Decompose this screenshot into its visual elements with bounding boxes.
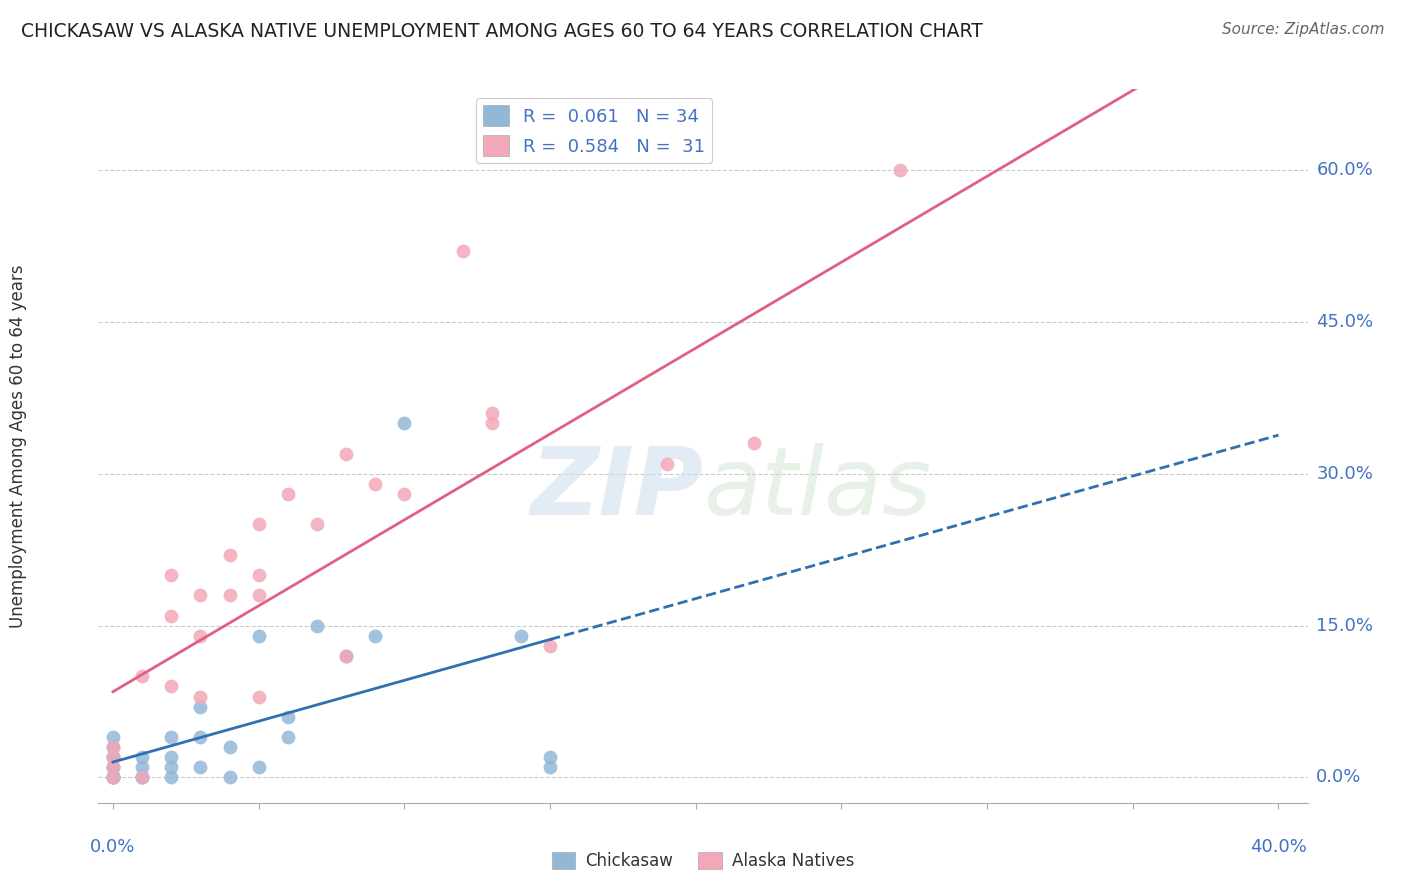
Point bbox=[101, 771, 124, 785]
Point bbox=[335, 648, 357, 663]
Text: 40.0%: 40.0% bbox=[1250, 838, 1308, 856]
Point bbox=[160, 568, 183, 582]
Point bbox=[190, 730, 212, 744]
Point bbox=[305, 618, 328, 632]
Point bbox=[101, 750, 124, 764]
Point bbox=[218, 740, 240, 755]
Point bbox=[101, 771, 124, 785]
Point bbox=[190, 690, 212, 704]
Point bbox=[364, 477, 387, 491]
Point bbox=[101, 750, 124, 764]
Point bbox=[364, 629, 387, 643]
Text: CHICKASAW VS ALASKA NATIVE UNEMPLOYMENT AMONG AGES 60 TO 64 YEARS CORRELATION CH: CHICKASAW VS ALASKA NATIVE UNEMPLOYMENT … bbox=[21, 22, 983, 41]
Point bbox=[218, 548, 240, 562]
Point bbox=[131, 771, 153, 785]
Point bbox=[247, 517, 270, 532]
Point bbox=[247, 568, 270, 582]
Point bbox=[101, 760, 124, 774]
Point bbox=[509, 629, 531, 643]
Point bbox=[190, 699, 212, 714]
Point bbox=[101, 771, 124, 785]
Text: 15.0%: 15.0% bbox=[1316, 616, 1374, 635]
Point bbox=[247, 760, 270, 774]
Point bbox=[247, 629, 270, 643]
Point bbox=[160, 730, 183, 744]
Point bbox=[101, 771, 124, 785]
Point bbox=[101, 760, 124, 774]
Point bbox=[101, 740, 124, 755]
Point bbox=[277, 710, 299, 724]
Point bbox=[131, 669, 153, 683]
Point bbox=[131, 750, 153, 764]
Point bbox=[160, 608, 183, 623]
Point bbox=[335, 648, 357, 663]
Text: Source: ZipAtlas.com: Source: ZipAtlas.com bbox=[1222, 22, 1385, 37]
Point bbox=[655, 457, 678, 471]
Point bbox=[101, 730, 124, 744]
Point bbox=[481, 406, 503, 420]
Point bbox=[218, 771, 240, 785]
Point bbox=[394, 487, 416, 501]
Text: 60.0%: 60.0% bbox=[1316, 161, 1374, 179]
Point bbox=[190, 760, 212, 774]
Point bbox=[247, 588, 270, 602]
Text: atlas: atlas bbox=[703, 443, 931, 534]
Legend: Chickasaw, Alaska Natives: Chickasaw, Alaska Natives bbox=[546, 845, 860, 877]
Text: ZIP: ZIP bbox=[530, 442, 703, 535]
Text: Unemployment Among Ages 60 to 64 years: Unemployment Among Ages 60 to 64 years bbox=[10, 264, 27, 628]
Point bbox=[160, 750, 183, 764]
Point bbox=[131, 760, 153, 774]
Point bbox=[160, 680, 183, 694]
Point bbox=[101, 771, 124, 785]
Text: 0.0%: 0.0% bbox=[90, 838, 135, 856]
Point bbox=[394, 416, 416, 430]
Point bbox=[305, 517, 328, 532]
Point bbox=[889, 163, 911, 178]
Point bbox=[160, 760, 183, 774]
Point bbox=[101, 760, 124, 774]
Point bbox=[538, 639, 561, 653]
Point bbox=[218, 588, 240, 602]
Point bbox=[247, 690, 270, 704]
Point bbox=[160, 771, 183, 785]
Text: 45.0%: 45.0% bbox=[1316, 313, 1374, 331]
Point bbox=[277, 487, 299, 501]
Point bbox=[742, 436, 765, 450]
Point bbox=[101, 750, 124, 764]
Point bbox=[451, 244, 474, 259]
Point bbox=[131, 771, 153, 785]
Text: 30.0%: 30.0% bbox=[1316, 465, 1374, 483]
Point bbox=[101, 740, 124, 755]
Point bbox=[481, 416, 503, 430]
Point bbox=[335, 447, 357, 461]
Text: 0.0%: 0.0% bbox=[1316, 769, 1361, 787]
Point bbox=[190, 629, 212, 643]
Point bbox=[538, 760, 561, 774]
Point bbox=[190, 588, 212, 602]
Point bbox=[131, 771, 153, 785]
Point bbox=[538, 750, 561, 764]
Point bbox=[277, 730, 299, 744]
